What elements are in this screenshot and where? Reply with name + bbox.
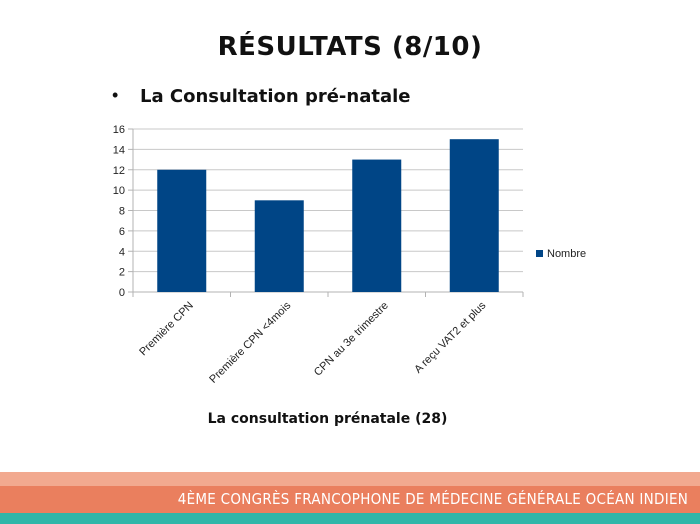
y-tick-label: 0	[119, 287, 125, 299]
bullet-text: La Consultation pré-natale	[140, 86, 411, 107]
bullet-dot-icon: •	[112, 85, 119, 105]
x-tick-label: Première CPN	[137, 300, 196, 359]
legend-swatch	[536, 250, 543, 257]
y-tick-label: 8	[119, 206, 125, 218]
footer-stripe-middle	[0, 486, 700, 513]
x-tick-label: Première CPN <4mois	[207, 299, 293, 385]
x-tick-label: CPN au 3e trimestre	[312, 300, 391, 379]
chart-caption: La consultation prénatale (28)	[207, 411, 448, 427]
bar	[352, 159, 402, 292]
footer-banner: 4ÈME CONGRÈS FRANCOPHONE DE MÉDECINE GÉN…	[0, 472, 700, 524]
footer-stripe-bottom	[0, 513, 700, 524]
y-tick-label: 14	[113, 144, 125, 156]
y-tick-label: 16	[113, 124, 125, 136]
y-tick-label: 2	[119, 267, 125, 279]
legend-label: Nombre	[547, 248, 586, 260]
slide-title: RÉSULTATS (8/10)	[217, 32, 483, 62]
bar	[449, 139, 499, 292]
bar-chart: 0 2 4 6 8 10 12 14 16 Première CPN Première CPN <4…	[113, 124, 586, 386]
footer-text: 4ÈME CONGRÈS FRANCOPHONE DE MÉDECINE GÉN…	[177, 490, 688, 508]
bar	[157, 169, 207, 292]
y-tick-label: 12	[113, 165, 125, 177]
bar	[254, 200, 304, 292]
footer-stripe-top	[0, 472, 700, 486]
y-tick-label: 10	[113, 185, 125, 197]
y-tick-label: 6	[119, 226, 125, 238]
x-tick-label: A reçu VAT2 et plus	[412, 299, 488, 375]
y-tick-label: 4	[119, 246, 125, 258]
